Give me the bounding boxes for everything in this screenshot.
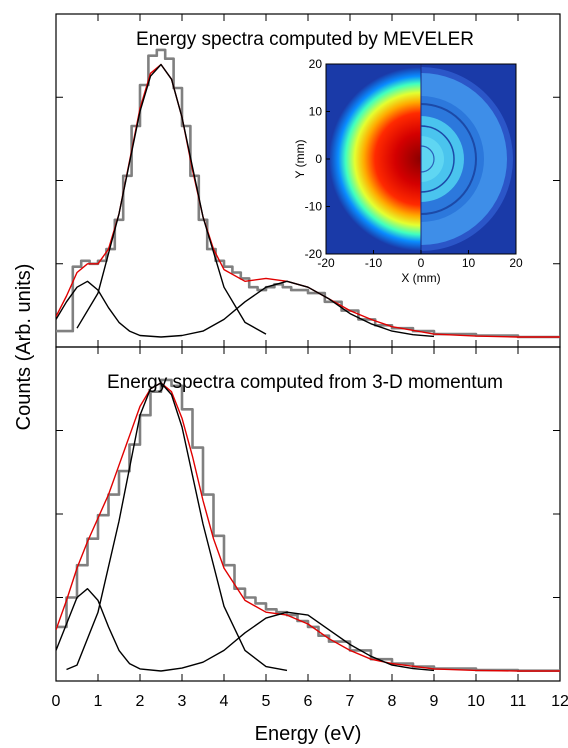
inset-y-axis-title: Y (mm) xyxy=(293,139,307,178)
inset-ticks: -20 -10 0 10 20 -20 -10 0 10 20 xyxy=(305,57,523,270)
y-axis-title: Counts (Arb. units) xyxy=(13,264,35,431)
bottom-panel-title: Energy spectra computed from 3-D momentu… xyxy=(107,372,503,393)
x-axis-title: Energy (eV) xyxy=(255,723,362,745)
inset-y-tick-label-3: 10 xyxy=(309,105,323,119)
top-series-layer xyxy=(56,48,560,339)
bottom-component-series-2 xyxy=(56,588,162,672)
x-tick-label-3: 3 xyxy=(178,693,187,710)
bottom-component-series-3 xyxy=(66,382,288,672)
top-component-series-2 xyxy=(56,280,162,338)
axes-ticks xyxy=(55,14,561,681)
bottom-fit-total-series-1 xyxy=(56,382,560,672)
x-tick-label-10: 10 xyxy=(467,693,485,710)
inset-x-tick-label-0: -20 xyxy=(317,256,335,270)
x-tick-label-11: 11 xyxy=(510,693,527,710)
top-component-series-3 xyxy=(76,63,267,335)
x-tick-label-4: 4 xyxy=(220,693,229,710)
inset-heatmap: -20 -10 0 10 20 -20 -10 0 10 20 X (mm) Y (mm) xyxy=(293,57,523,285)
inset-y-tick-label-0: -20 xyxy=(305,247,323,261)
x-tick-label-9: 9 xyxy=(430,693,439,710)
top-component-series-4 xyxy=(160,280,435,338)
x-tick-label-1: 1 xyxy=(94,693,103,710)
top-panel-title: Energy spectra computed by MEVELER xyxy=(136,29,474,50)
inset-y-tick-label-2: 0 xyxy=(315,152,322,166)
bottom-component-series-4 xyxy=(160,611,435,672)
x-tick-label-0: 0 xyxy=(52,693,61,710)
bottom-panel-frame xyxy=(55,346,561,682)
x-tick-label-2: 2 xyxy=(136,693,145,710)
inset-x-tick-label-1: -10 xyxy=(365,256,383,270)
inset-y-tick-label-1: -10 xyxy=(305,200,323,214)
bottom-series-layer xyxy=(56,378,560,672)
inset-x-tick-label-3: 10 xyxy=(462,256,476,270)
x-tick-label-5: 5 xyxy=(262,693,271,710)
inset-left-image xyxy=(329,67,421,251)
inset-x-axis-title: X (mm) xyxy=(401,271,440,285)
x-tick-label-6: 6 xyxy=(304,693,313,710)
inset-y-tick-label-4: 20 xyxy=(309,57,323,71)
inset-x-tick-label-2: 0 xyxy=(418,256,425,270)
inset-x-tick-label-4: 20 xyxy=(509,256,523,270)
x-tick-label-8: 8 xyxy=(388,693,397,710)
x-tick-label-12: 12 xyxy=(551,693,568,710)
x-tick-labels: 0 1 2 3 4 5 6 7 8 9 10 11 12 xyxy=(52,693,568,710)
x-tick-label-7: 7 xyxy=(346,693,355,710)
top-step-histogram-series-0 xyxy=(56,48,560,339)
bottom-step-histogram-series-0 xyxy=(56,378,560,672)
